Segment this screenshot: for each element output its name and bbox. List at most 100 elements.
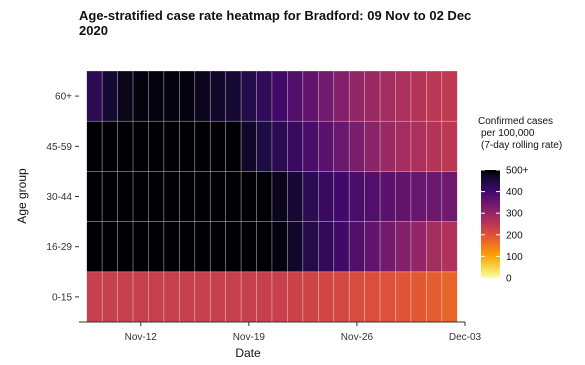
heatmap-cell	[287, 221, 304, 273]
heatmap-cell	[364, 171, 381, 222]
heatmap-cell	[426, 70, 443, 122]
x-tick-label: Dec-03	[449, 332, 482, 343]
heatmap-cell	[302, 70, 319, 122]
heatmap-cell	[379, 171, 396, 222]
y-axis-title: Age group	[15, 168, 29, 224]
heatmap-cell	[194, 271, 211, 323]
heatmap-cell	[132, 221, 149, 273]
heatmap-cell	[117, 70, 134, 122]
heatmap-cell	[379, 221, 396, 273]
heatmap-cells	[86, 70, 458, 323]
color-legend: Confirmed cases per 100,000 (7-day rolli…	[478, 116, 562, 285]
heatmap-cell	[395, 120, 412, 172]
x-axis-title: Date	[235, 346, 261, 360]
x-tick-label: Nov-26	[341, 332, 374, 343]
heatmap-cell	[410, 70, 427, 122]
heatmap-cell	[101, 271, 118, 323]
heatmap-cell	[364, 221, 381, 273]
heatmap-cell	[117, 120, 134, 172]
legend-tick-label: 100	[506, 252, 523, 263]
heatmap-cell	[287, 120, 304, 172]
heatmap-cell	[287, 70, 304, 122]
heatmap-cell	[209, 171, 226, 222]
legend-tick-label: 200	[506, 230, 523, 241]
legend-tick-label: 500+	[506, 166, 529, 177]
heatmap-cell	[410, 171, 427, 222]
heatmap-cell	[395, 70, 412, 122]
heatmap-cell	[194, 221, 211, 273]
heatmap-cell	[194, 70, 211, 122]
heatmap-cell	[302, 221, 319, 273]
heatmap-cell	[209, 70, 226, 122]
chart-title-line-1: Age-stratified case rate heatmap for Bra…	[79, 8, 471, 23]
x-tick-label: Nov-12	[125, 332, 158, 343]
y-tick-label: 30-44	[46, 192, 72, 203]
heatmap-cell	[302, 171, 319, 222]
heatmap-cell	[271, 120, 288, 172]
heatmap-cell	[256, 120, 273, 172]
heatmap-cell	[240, 271, 257, 323]
heatmap-cell	[348, 171, 365, 222]
heatmap-cell	[426, 120, 443, 172]
heatmap-cell	[333, 70, 350, 122]
heatmap-cell	[240, 120, 257, 172]
heatmap-cell	[163, 221, 180, 273]
heatmap-cell	[333, 171, 350, 222]
heatmap-cell	[426, 271, 443, 323]
heatmap-cell	[225, 271, 242, 323]
heatmap-cell	[302, 271, 319, 323]
heatmap-cell	[271, 221, 288, 273]
heatmap-cell	[209, 271, 226, 323]
heatmap-cell	[287, 171, 304, 222]
x-tick-label: Nov-19	[233, 332, 266, 343]
heatmap-cell	[441, 120, 458, 172]
heatmap-cell	[318, 271, 335, 323]
heatmap-cell	[86, 221, 103, 273]
heatmap-cell	[271, 70, 288, 122]
heatmap-cell	[240, 70, 257, 122]
heatmap-cell	[163, 171, 180, 222]
heatmap-cell	[117, 271, 134, 323]
heatmap-cell	[256, 171, 273, 222]
heatmap-cell	[240, 171, 257, 222]
heatmap-cell	[163, 120, 180, 172]
heatmap-cell	[101, 120, 118, 172]
heatmap-cell	[132, 120, 149, 172]
y-tick-label: 60+	[55, 92, 72, 103]
heatmap-cell	[179, 70, 196, 122]
heatmap-cell	[194, 120, 211, 172]
heatmap-cell	[379, 120, 396, 172]
heatmap-cell	[225, 171, 242, 222]
heatmap-cell	[348, 120, 365, 172]
heatmap-cell	[225, 70, 242, 122]
heatmap-cell	[256, 271, 273, 323]
heatmap-cell	[148, 271, 165, 323]
heatmap-cell	[302, 120, 319, 172]
heatmap-cell	[179, 171, 196, 222]
heatmap-cell	[441, 271, 458, 323]
heatmap-cell	[240, 221, 257, 273]
heatmap-cell	[333, 120, 350, 172]
heatmap-cell	[209, 221, 226, 273]
heatmap-cell	[441, 171, 458, 222]
heatmap-cell	[148, 70, 165, 122]
heatmap-cell	[333, 221, 350, 273]
heatmap-cell	[348, 70, 365, 122]
heatmap-cell	[410, 221, 427, 273]
legend-title-line-3: (7-day rolling rate)	[481, 140, 562, 151]
heatmap-cell	[225, 120, 242, 172]
heatmap-cell	[410, 271, 427, 323]
heatmap-cell	[209, 120, 226, 172]
heatmap-cell	[395, 271, 412, 323]
heatmap-cell	[101, 171, 118, 222]
heatmap-cell	[163, 70, 180, 122]
heatmap-cell	[271, 271, 288, 323]
heatmap-cell	[148, 120, 165, 172]
heatmap-cell	[333, 271, 350, 323]
legend-title-line-1: Confirmed cases	[478, 116, 553, 127]
heatmap-cell	[117, 221, 134, 273]
heatmap-cell	[179, 221, 196, 273]
heatmap-cell	[318, 70, 335, 122]
heatmap-cell	[256, 221, 273, 273]
heatmap-cell	[86, 271, 103, 323]
